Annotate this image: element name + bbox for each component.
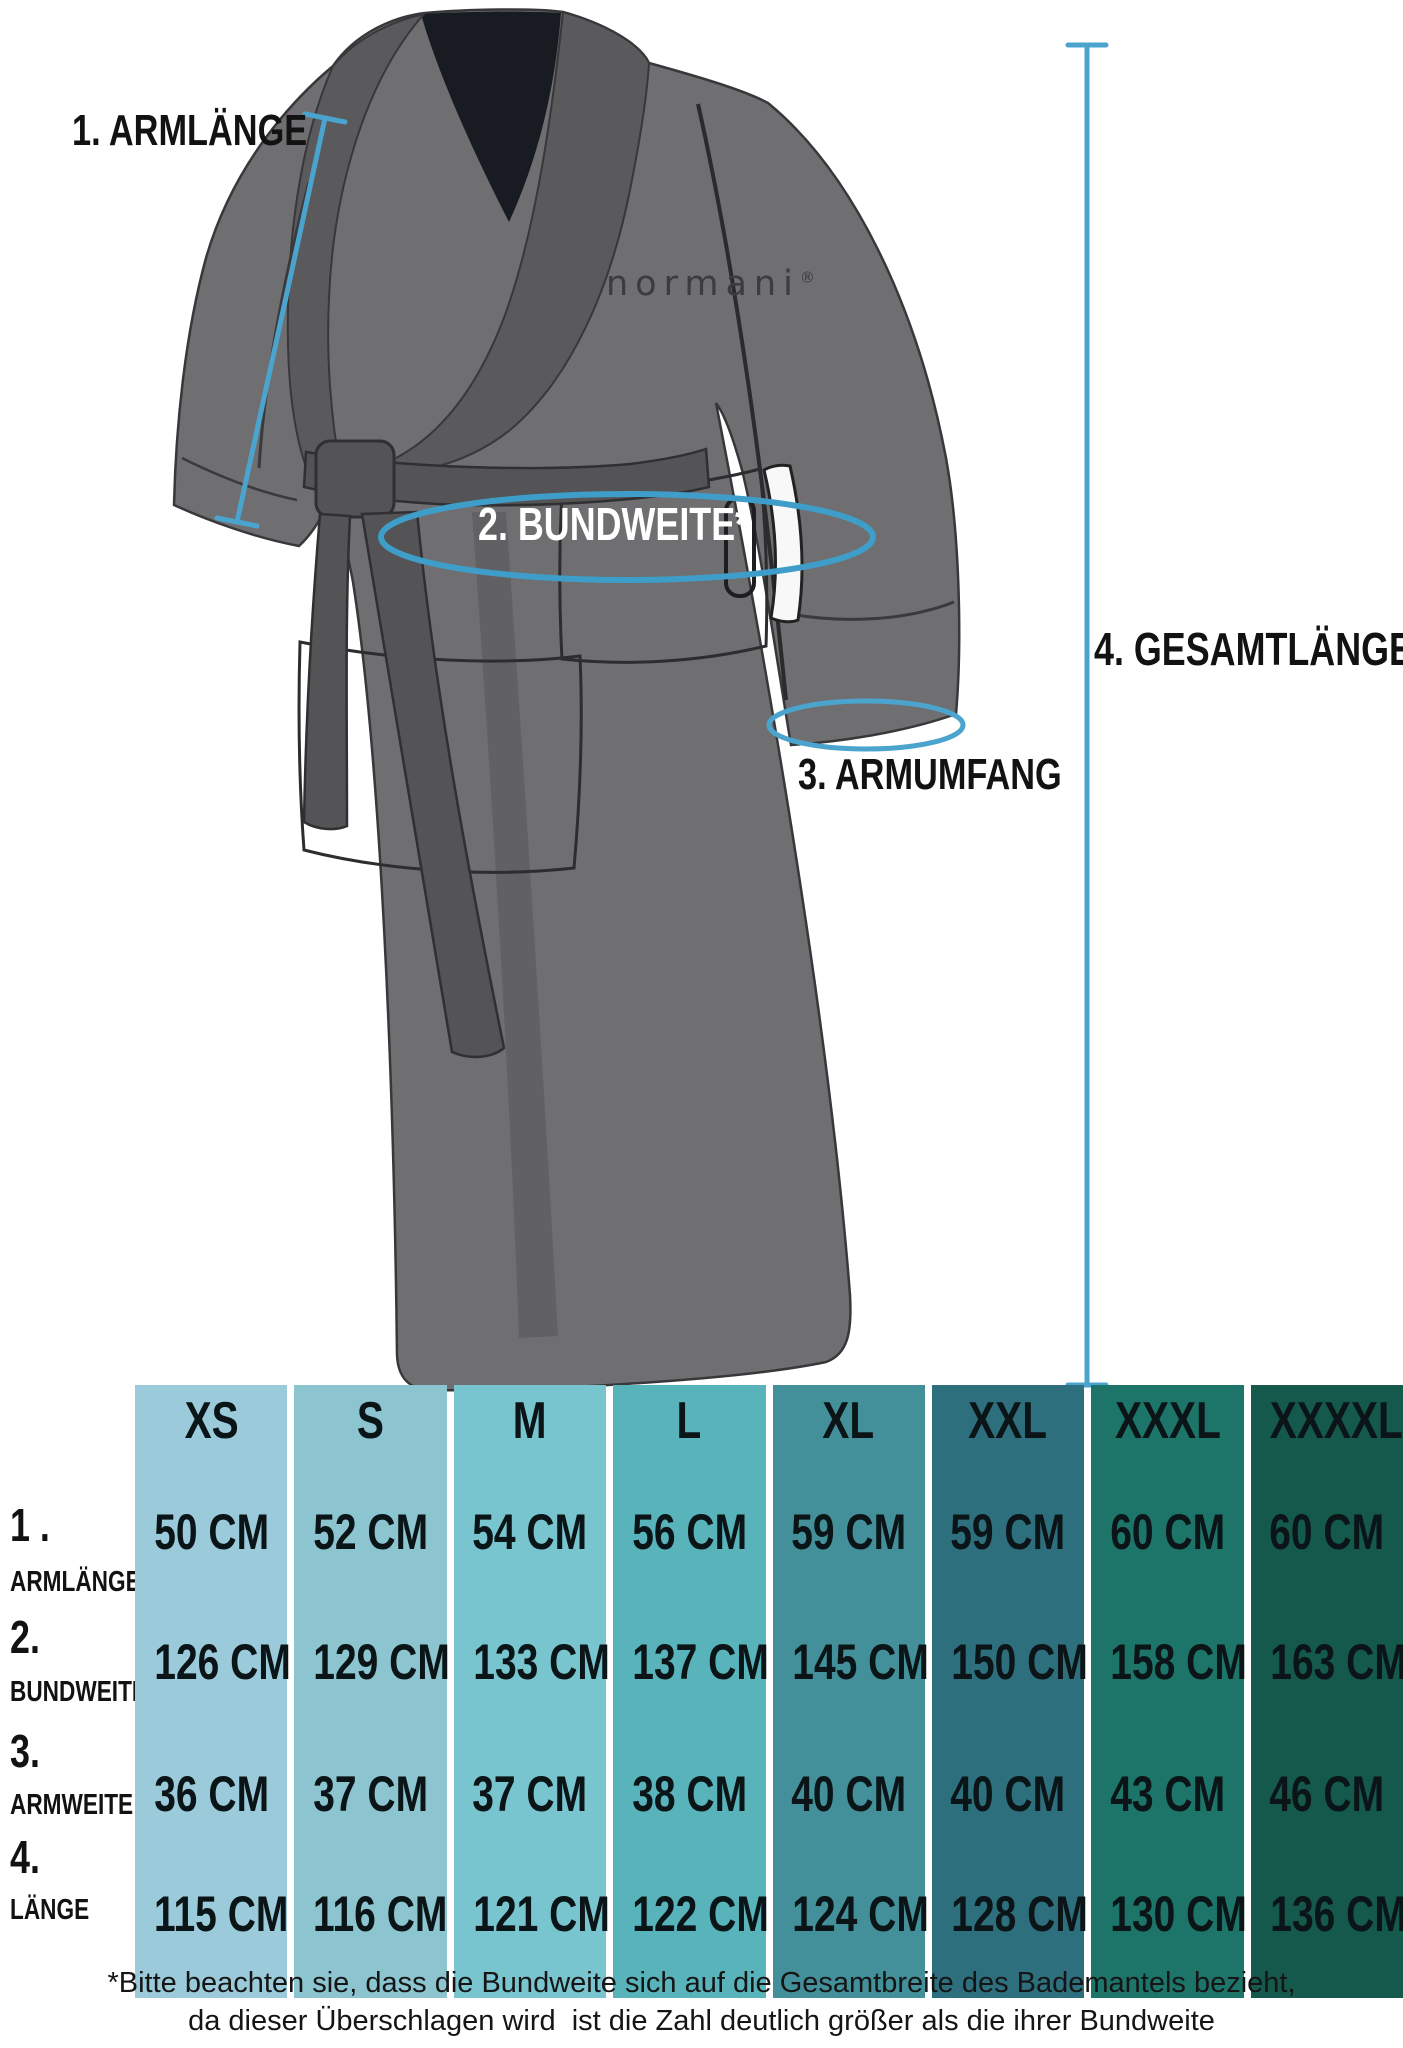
size-table: XS 50 CM 126 CM 36 CM 115 CM S 52 CM 129… <box>135 1385 1403 1998</box>
size-column-xxxxl: XXXXL 60 CM 163 CM 46 CM 136 CM <box>1250 1385 1403 1998</box>
size-header: XL <box>822 1392 875 1450</box>
cell-value: 43 CM <box>1109 1766 1225 1822</box>
cell-value: 36 CM <box>153 1766 269 1822</box>
row-number: 2. <box>10 1611 40 1663</box>
belt-tail-short <box>302 512 352 831</box>
cell-value: 163 CM <box>1269 1634 1403 1690</box>
pocket-left <box>297 640 583 874</box>
label-arm-circumference: 3. ARMUMFANG <box>798 750 1136 800</box>
cell-value: 54 CM <box>472 1504 588 1560</box>
right-sleeve-seam <box>696 103 788 701</box>
size-header: L <box>676 1392 702 1450</box>
cell-value: 59 CM <box>950 1504 1066 1560</box>
cell-value: 52 CM <box>313 1504 428 1560</box>
row-number: 3. <box>10 1725 40 1777</box>
footnote-line1: *Bitte beachten sie, dass die Bundweite … <box>107 1967 1296 1999</box>
cell-value: 122 CM <box>632 1886 769 1942</box>
belt-tail-long <box>360 510 506 1059</box>
registered-trademark-symbol: ® <box>799 268 815 287</box>
cell-value: 37 CM <box>472 1766 588 1822</box>
label-total-length-text: 4. GESAMTLÄNGE <box>1094 623 1403 675</box>
cell-value: 40 CM <box>791 1766 907 1822</box>
cell-value: 50 CM <box>153 1504 269 1560</box>
row-label-arm-length: 1 . ARMLÄNGE <box>10 1498 178 1599</box>
size-column-s: S 52 CM 129 CM 37 CM 116 CM <box>294 1385 450 1998</box>
cell-value: 126 CM <box>154 1634 291 1690</box>
row-name: BUNDWEITE* <box>10 1676 156 1708</box>
cell-value: 37 CM <box>313 1766 428 1822</box>
size-header: XXL <box>968 1392 1048 1450</box>
size-column-xxxl: XXXL 60 CM 158 CM 43 CM 130 CM <box>1091 1385 1247 1998</box>
cell-value: 59 CM <box>791 1504 907 1560</box>
belt-knot <box>314 439 396 519</box>
brand-logo: normani® <box>606 264 815 304</box>
label-arm-circumference-text: 3. ARMUMFANG <box>798 750 1062 799</box>
row-number: 1 . <box>10 1499 50 1551</box>
cell-value: 60 CM <box>1109 1504 1225 1560</box>
footnote: *Bitte beachten sie, dass die Bundweite … <box>0 1964 1403 2040</box>
total-length-measure-line <box>1065 42 1109 1388</box>
cell-value: 46 CM <box>1269 1766 1385 1822</box>
cell-value: 128 CM <box>951 1886 1088 1942</box>
row-name: ARMWEITE <box>10 1789 134 1821</box>
hood-opening <box>421 11 561 222</box>
cell-value: 137 CM <box>632 1634 769 1690</box>
cell-value: 60 CM <box>1269 1504 1385 1560</box>
size-column-l: L 56 CM 137 CM 38 CM 122 CM <box>613 1385 769 1998</box>
label-arm-length: 1. ARMLÄNGE <box>72 106 374 156</box>
size-column-xl: XL 59 CM 145 CM 40 CM 124 CM <box>772 1385 928 1998</box>
label-waist-width-text: 2. BUNDWEITE* <box>478 498 750 550</box>
size-header: XS <box>184 1392 239 1450</box>
cell-value: 38 CM <box>631 1766 747 1822</box>
label-arm-length-text: 1. ARMLÄNGE <box>72 106 308 155</box>
front-overlap-shadow <box>472 512 558 1338</box>
footnote-line2: da dieser Überschlagen wird ist die Zahl… <box>188 2005 1215 2037</box>
row-name: ARMLÄNGE <box>10 1566 141 1598</box>
size-column-m: M 54 CM 133 CM 37 CM 121 CM <box>453 1385 610 1998</box>
cell-value: 158 CM <box>1110 1634 1248 1690</box>
brand-logo-text: normani <box>606 264 800 304</box>
cell-value: 124 CM <box>791 1886 929 1942</box>
row-label-length: 4. LÄNGE <box>10 1830 112 1927</box>
cell-value: 130 CM <box>1110 1886 1248 1942</box>
cell-value: 133 CM <box>473 1634 610 1690</box>
right-cuff-fold <box>789 600 955 621</box>
cell-value: 145 CM <box>791 1634 929 1690</box>
row-label-waist-width: 2. BUNDWEITE* <box>10 1610 197 1709</box>
row-label-arm-width: 3. ARMWEITE <box>10 1724 168 1822</box>
row-name: LÄNGE <box>10 1894 90 1926</box>
label-total-length: 4. GESAMTLÄNGE <box>1094 622 1403 676</box>
cell-value: 136 CM <box>1269 1886 1403 1942</box>
cell-value: 129 CM <box>313 1634 451 1690</box>
arm-circumference-measure-ellipse <box>766 698 966 752</box>
cell-value: 40 CM <box>950 1766 1066 1822</box>
size-column-xxl: XXL 59 CM 150 CM 40 CM 128 CM <box>931 1385 1088 1998</box>
size-header: S <box>357 1392 385 1450</box>
cell-value: 116 CM <box>313 1886 448 1942</box>
cell-value: 115 CM <box>153 1886 289 1942</box>
cell-value: 56 CM <box>631 1504 747 1560</box>
label-waist-width: 2. BUNDWEITE* <box>478 497 826 551</box>
size-header: M <box>513 1392 547 1450</box>
size-header: XXXL <box>1114 1392 1221 1450</box>
robe-body <box>172 8 961 1392</box>
arm-length-measure-line <box>214 111 348 529</box>
size-column-xs: XS 50 CM 126 CM 36 CM 115 CM <box>135 1385 291 1998</box>
cell-value: 121 CM <box>473 1886 610 1942</box>
row-number: 4. <box>10 1831 40 1883</box>
cell-value: 150 CM <box>951 1634 1088 1690</box>
size-header: XXXXL <box>1269 1392 1403 1450</box>
waist-measure-ellipse <box>378 491 876 583</box>
